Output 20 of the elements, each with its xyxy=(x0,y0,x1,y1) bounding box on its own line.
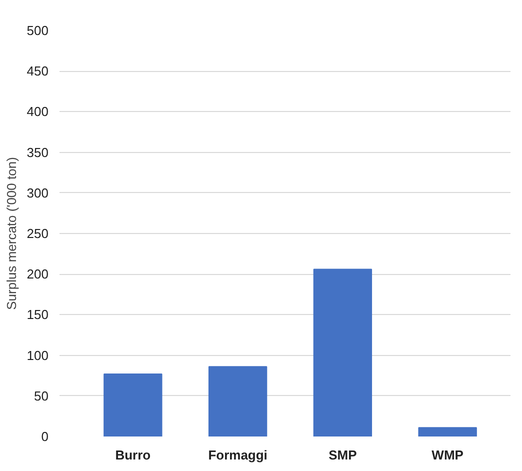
y-tick-label: 450 xyxy=(26,64,49,79)
y-tick-label: 200 xyxy=(26,266,49,282)
y-axis-title: Surplus mercato ('000 ton) xyxy=(4,157,19,310)
x-tick-label: Formaggi xyxy=(208,448,268,462)
y-tick-label: 500 xyxy=(26,23,49,38)
y-tick-label: 300 xyxy=(26,185,49,200)
y-tick-label: 100 xyxy=(26,348,49,363)
bar xyxy=(418,427,477,436)
y-tick-label: 350 xyxy=(26,144,49,160)
y-tick-label: 400 xyxy=(26,104,49,120)
bar xyxy=(104,373,162,436)
y-tick-label: 0 xyxy=(41,429,49,444)
x-tick-label: SMP xyxy=(328,448,358,462)
y-tick-label: 150 xyxy=(26,307,49,322)
bar xyxy=(313,268,372,436)
y-tick-label: 250 xyxy=(26,226,49,241)
bar xyxy=(208,366,268,436)
x-tick-label: WMP xyxy=(432,448,464,462)
y-tick-label: 50 xyxy=(34,388,49,404)
x-tick-label: Burro xyxy=(115,448,151,462)
